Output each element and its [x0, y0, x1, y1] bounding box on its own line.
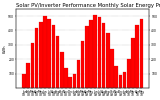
- Bar: [140, 19, 143, 88]
- Bar: [64, 68, 68, 88]
- Bar: [31, 43, 34, 88]
- Bar: [26, 63, 30, 88]
- Bar: [127, 58, 131, 88]
- Bar: [68, 76, 72, 88]
- Bar: [110, 49, 114, 88]
- Bar: [114, 66, 118, 88]
- Bar: [43, 16, 47, 88]
- Bar: [47, 19, 51, 88]
- Bar: [119, 75, 122, 88]
- Bar: [35, 28, 38, 88]
- Text: Solar PV/Inverter Performance Monthly Solar Energy Production: Solar PV/Inverter Performance Monthly So…: [16, 3, 160, 8]
- Y-axis label: kWh: kWh: [3, 44, 7, 53]
- Bar: [81, 40, 84, 88]
- Bar: [123, 72, 126, 88]
- Bar: [131, 38, 135, 88]
- Bar: [52, 25, 55, 88]
- Bar: [60, 52, 64, 88]
- Bar: [93, 15, 97, 88]
- Bar: [39, 22, 43, 88]
- Bar: [135, 25, 139, 88]
- Bar: [89, 20, 93, 88]
- Bar: [72, 74, 76, 88]
- Bar: [98, 18, 101, 88]
- Bar: [85, 26, 89, 88]
- Bar: [22, 74, 26, 88]
- Bar: [77, 60, 80, 88]
- Bar: [102, 23, 105, 88]
- Bar: [106, 33, 110, 88]
- Bar: [56, 36, 59, 88]
